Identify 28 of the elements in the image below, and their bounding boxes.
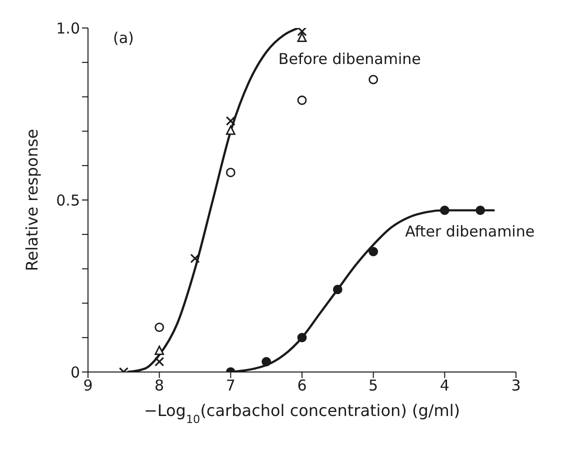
point [440,206,450,216]
point [297,332,307,342]
point [368,74,378,84]
point [368,246,378,256]
chart-title: (a) [113,29,134,47]
y-tick-label: 0 [70,363,80,382]
x-tick-label: 6 [297,376,307,395]
point [226,168,236,178]
y-tick-label: 0.5 [56,191,80,210]
point [297,96,307,105]
point [154,346,164,356]
x-tick-label: 3 [511,376,521,395]
point [226,126,236,135]
y-axis-title: Relative response [22,128,42,272]
x-axis-title: −Log$_{10}$(carbachol concentration) (g/ml) [144,401,460,426]
x-tick-label: 4 [440,376,450,395]
x-tick-label: 9 [83,376,93,395]
x-tick-label: 7 [226,376,236,395]
series-label: Before dibenamine [278,50,421,68]
x-tick-label: 5 [368,376,378,395]
point [262,356,272,366]
point [154,322,164,332]
point [476,206,486,216]
series-label: After dibenamine [405,222,535,240]
x-tick-label: 8 [154,376,164,395]
y-tick-label: 1.0 [56,19,80,38]
point [332,284,342,294]
point [297,32,307,42]
